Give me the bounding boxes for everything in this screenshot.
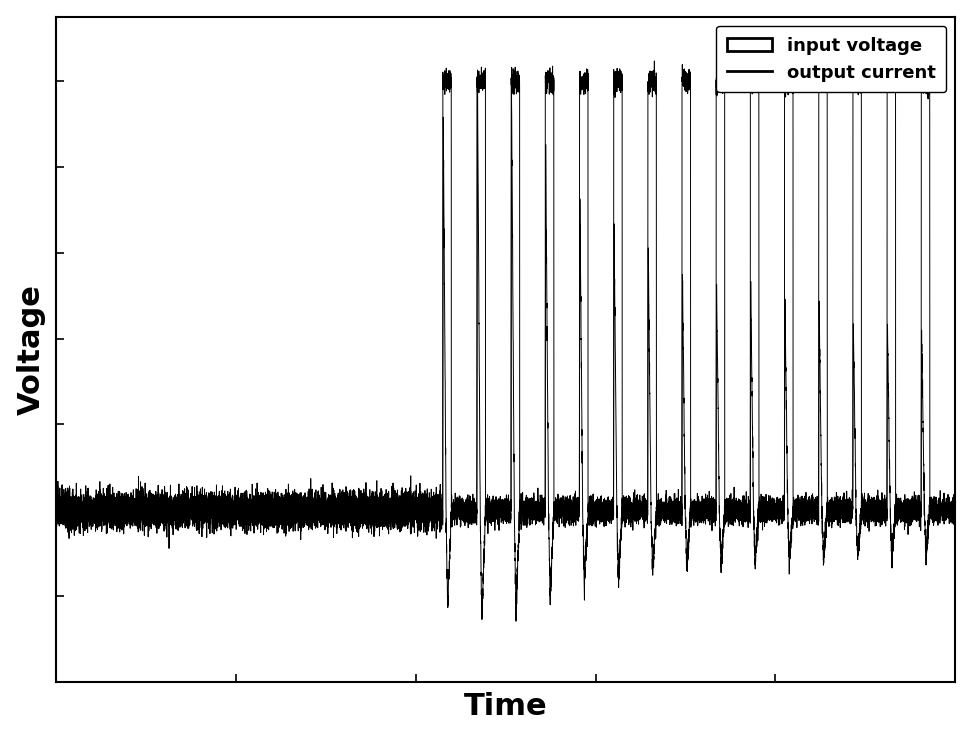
Y-axis label: Voltage: Voltage bbox=[17, 284, 46, 415]
Legend: input voltage, output current: input voltage, output current bbox=[716, 26, 947, 92]
X-axis label: Time: Time bbox=[464, 692, 547, 721]
